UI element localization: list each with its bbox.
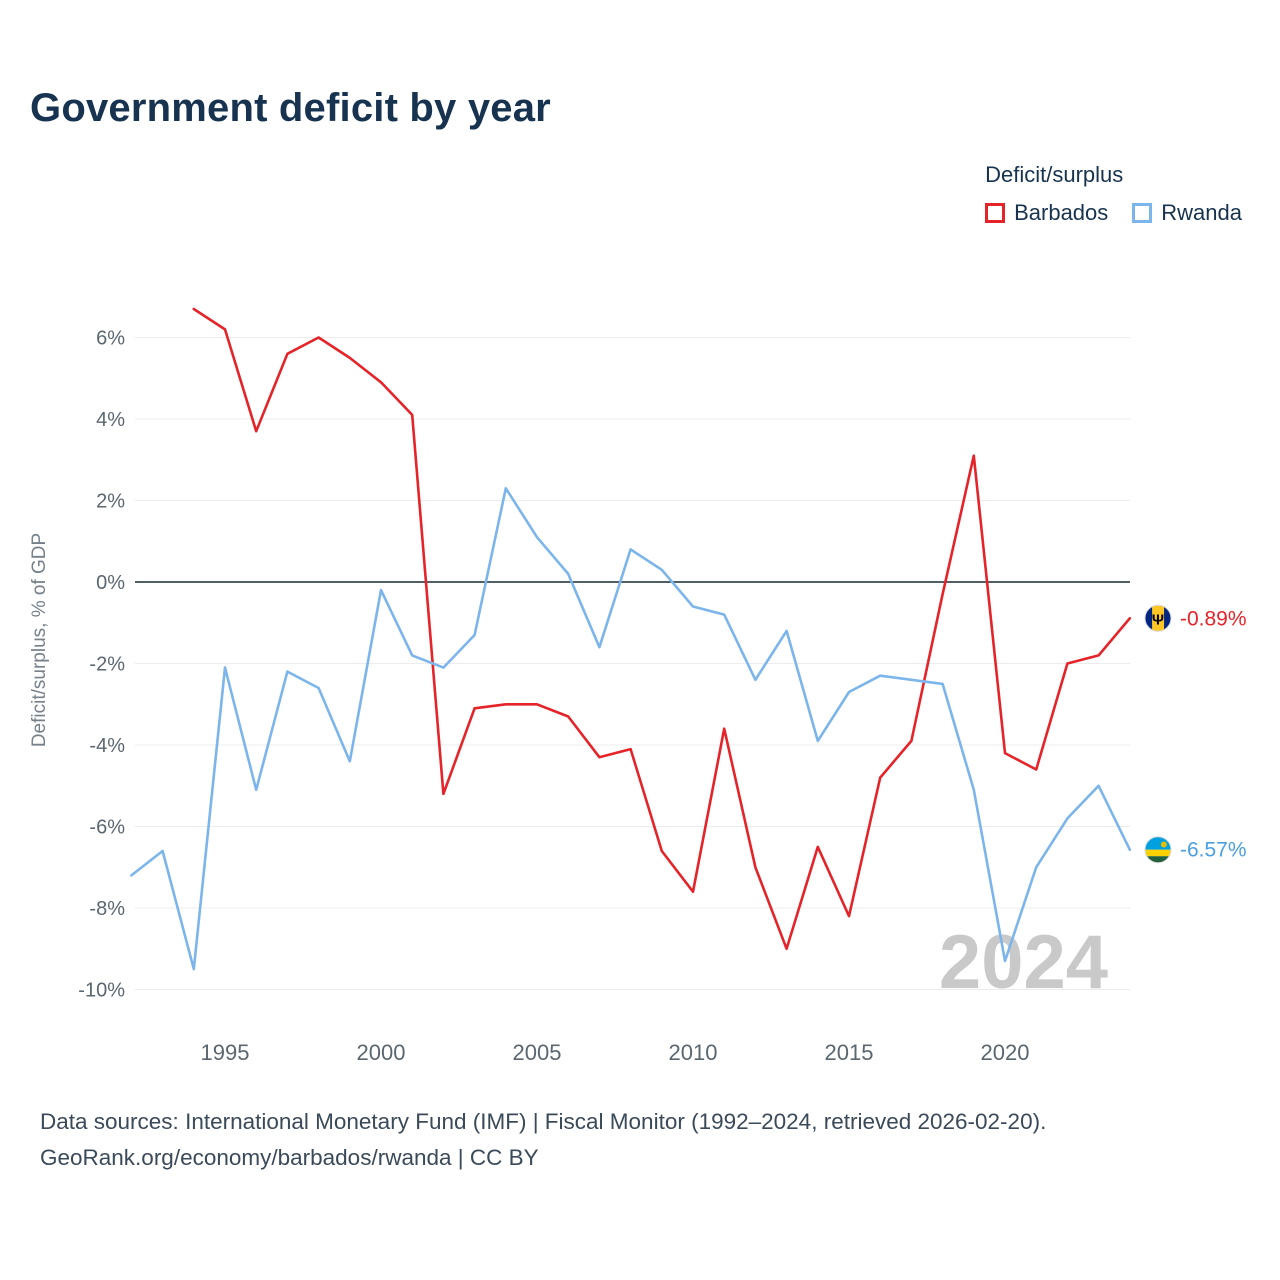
legend-items: Barbados Rwanda	[985, 200, 1242, 226]
y-tick-label: 6%	[96, 328, 125, 350]
x-tick-label: 2010	[669, 1040, 718, 1065]
x-tick-label: 2005	[513, 1040, 562, 1065]
legend-label-barbados: Barbados	[1014, 200, 1109, 225]
chart-legend: Deficit/surplus Barbados Rwanda	[985, 162, 1242, 226]
x-tick-label: 2015	[825, 1040, 874, 1065]
legend-item-rwanda[interactable]: Rwanda	[1132, 200, 1242, 226]
page-title: Government deficit by year	[30, 86, 551, 130]
svg-text:Ψ: Ψ	[1152, 611, 1164, 628]
y-tick-label: -10%	[78, 980, 125, 1002]
y-tick-label: -8%	[89, 898, 125, 920]
y-axis-label: Deficit/surplus, % of GDP	[29, 533, 50, 747]
barbados-flag-icon: Ψ	[1145, 605, 1171, 632]
rwanda-swatch-icon	[1132, 203, 1153, 223]
legend-item-barbados[interactable]: Barbados	[985, 200, 1108, 226]
legend-title: Deficit/surplus	[985, 162, 1124, 187]
rwanda-line	[130, 487, 1132, 971]
y-tick-label: 0%	[96, 572, 125, 594]
watermark-year: 2024	[939, 920, 1108, 1005]
y-tick-label: 2%	[96, 491, 125, 513]
x-tick-label: 2020	[981, 1040, 1030, 1065]
y-tick-label: -2%	[89, 654, 125, 676]
x-tick-label: 1995	[201, 1040, 250, 1065]
chart-footer: Data sources: International Monetary Fun…	[40, 1104, 1046, 1176]
barbados-line	[192, 307, 1132, 951]
x-tick-label: 2000	[357, 1040, 406, 1065]
y-tick-label: 4%	[96, 409, 125, 431]
rwanda-end-value-label: -6.57%	[1180, 839, 1247, 862]
attribution-line: GeoRank.org/economy/barbados/rwanda | CC…	[40, 1145, 539, 1170]
barbados-end-value-label: -0.89%	[1180, 607, 1247, 630]
rwanda-flag-icon	[1145, 836, 1171, 863]
legend-label-rwanda: Rwanda	[1161, 200, 1242, 225]
data-sources-line: Data sources: International Monetary Fun…	[40, 1109, 1047, 1134]
barbados-swatch-icon	[985, 203, 1006, 223]
y-tick-label: -6%	[89, 817, 125, 839]
y-tick-label: -4%	[89, 735, 125, 757]
